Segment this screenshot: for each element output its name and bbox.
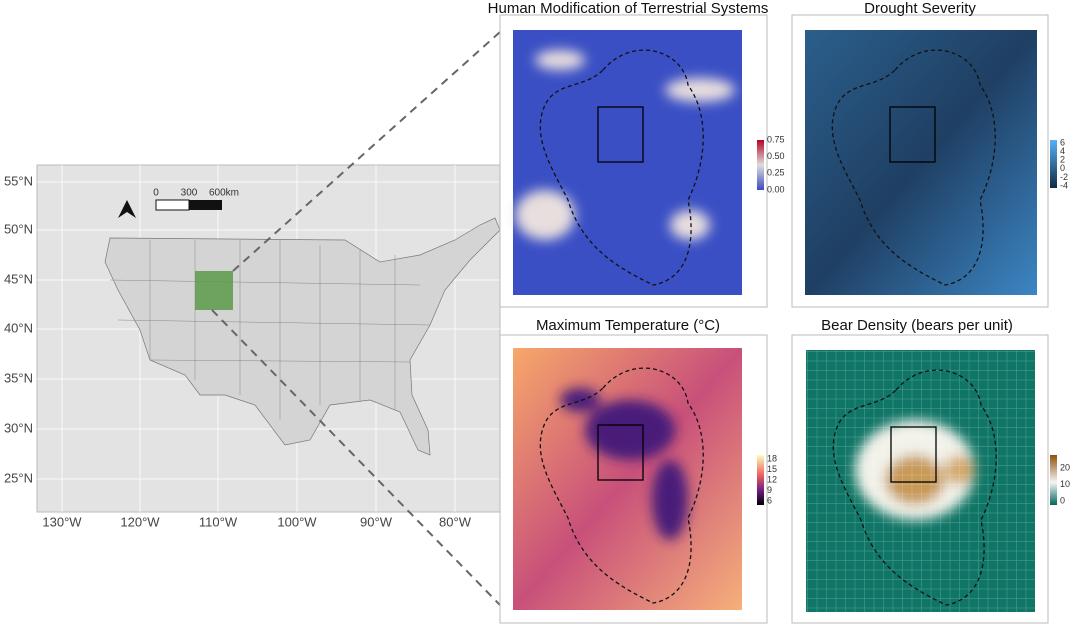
scale-label: 0 <box>153 188 159 199</box>
lon-label: 100°W <box>277 514 317 529</box>
legend-label: -2 <box>1060 172 1068 182</box>
scale-label: 300 <box>181 188 198 199</box>
lat-label: 45°N <box>4 271 33 286</box>
north-arrow <box>118 200 136 218</box>
legend-label: 0.00 <box>767 184 785 194</box>
colorbar <box>757 455 764 505</box>
panel-title: Bear Density (bears per unit) <box>821 317 1013 334</box>
raster-detail <box>515 50 735 240</box>
legend-label: 0.25 <box>767 168 785 178</box>
legend-label: 9 <box>767 485 772 495</box>
raster-max-temp <box>513 348 742 610</box>
legend-label: 6 <box>767 495 772 505</box>
lon-label: 120°W <box>120 514 160 529</box>
legend-label: 2 <box>1060 155 1065 165</box>
scale-label: 600km <box>209 188 239 199</box>
raster-grid <box>806 350 1035 612</box>
zoom-lines <box>211 31 501 606</box>
lat-label: 40°N <box>4 320 33 335</box>
raster-detail <box>560 388 688 540</box>
legend-label: 4 <box>1060 146 1065 156</box>
lon-label: 80°W <box>439 514 472 529</box>
colorbar <box>1050 455 1057 505</box>
legend-label: 18 <box>767 453 777 463</box>
panel-title: Maximum Temperature (°C) <box>536 317 720 334</box>
lon-label: 90°W <box>360 514 393 529</box>
legend-label: 0 <box>1060 495 1065 505</box>
lat-label: 25°N <box>4 470 33 485</box>
legend-label: 0.75 <box>767 134 785 144</box>
scale-bar-black <box>189 200 222 210</box>
study-area <box>195 271 233 310</box>
legend-label: 15 <box>767 464 777 474</box>
legend-label: 0.50 <box>767 151 785 161</box>
panel-title: Drought Severity <box>864 0 976 17</box>
legend-label: 10 <box>1060 479 1070 489</box>
legend-label: 12 <box>767 474 777 484</box>
legend-label: 6 <box>1060 137 1065 147</box>
lat-label: 55°N <box>4 173 33 188</box>
scale-bar-white <box>155 199 190 211</box>
lat-label: 30°N <box>4 420 33 435</box>
lon-label: 110°W <box>199 514 238 529</box>
colorbar <box>1050 140 1057 188</box>
lat-label: 50°N <box>4 221 33 236</box>
lon-label: 130°W <box>42 514 82 529</box>
legend-label: 0 <box>1060 163 1065 173</box>
legend-label: -4 <box>1060 180 1068 190</box>
panel-title: Human Modification of Terrestrial System… <box>488 0 769 17</box>
lat-label: 35°N <box>4 370 33 385</box>
legend-label: 20 <box>1060 462 1070 472</box>
colorbar <box>757 140 764 190</box>
